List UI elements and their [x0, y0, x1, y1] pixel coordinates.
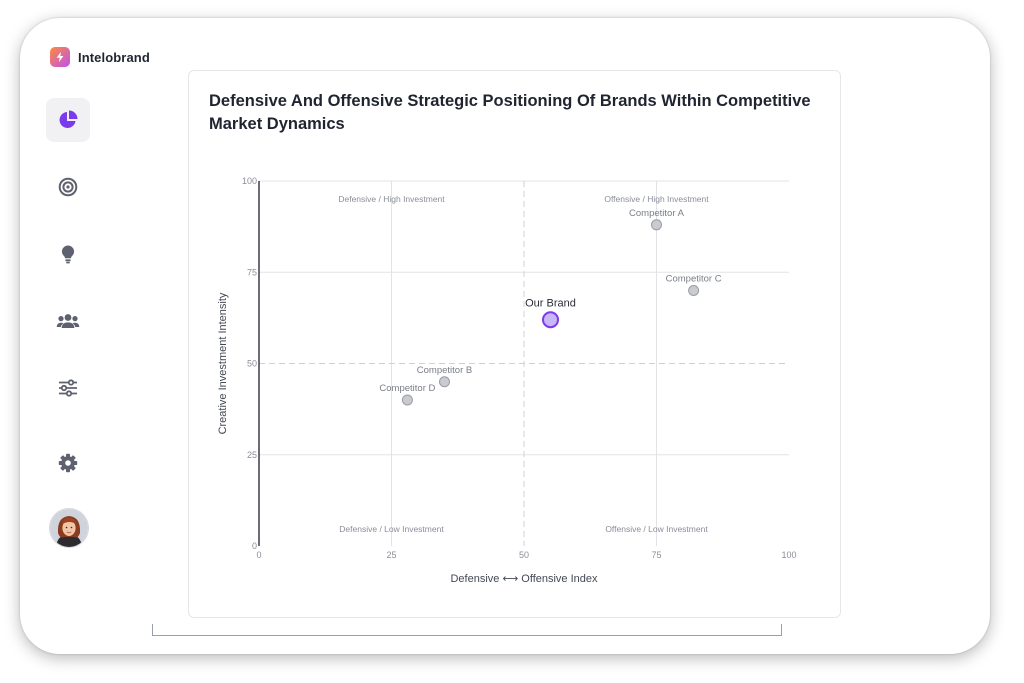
data-point-competitor [688, 285, 700, 296]
nav-item-settings[interactable] [46, 441, 90, 485]
bolt-logo-icon [50, 47, 70, 67]
x-axis-title: Defensive ⟷ Offensive Index [450, 573, 598, 585]
app-window: Intelobrand [20, 18, 990, 654]
point-label-competitor: Competitor C [666, 274, 722, 285]
user-avatar[interactable] [49, 508, 89, 548]
quadrant-label-bottom-left: Defensive / Low Investment [339, 524, 444, 534]
y-axis-title: Creative Investment Intensity [217, 292, 229, 434]
y-tick-label: 25 [247, 450, 257, 460]
nav-item-filters[interactable] [46, 366, 90, 410]
x-tick-label: 75 [651, 550, 661, 560]
scatter-chart: 0 25 50 75 100 0 25 50 75 100 Defensive ⟷ Offensiv… [217, 176, 797, 585]
x-tick-label: 100 [781, 550, 796, 560]
y-tick-label: 0 [252, 541, 257, 551]
chart-title: Defensive And Offensive Strategic Positi… [209, 92, 811, 133]
sliders-icon [59, 379, 77, 397]
data-point-competitor [651, 219, 662, 231]
data-point-competitor [439, 376, 450, 388]
y-tick-label: 75 [247, 267, 257, 277]
data-point-our-brand [542, 311, 559, 329]
point-label-competitor: Competitor B [417, 365, 472, 376]
quadrant-label-bottom-right: Offensive / Low Investment [605, 524, 708, 534]
point-label-competitor: Competitor A [629, 208, 685, 219]
gear-icon [58, 453, 78, 473]
x-tick-label: 0 [256, 550, 261, 560]
avatar-image [50, 509, 88, 547]
bottom-panel-edge [152, 624, 782, 636]
nav-item-dashboard[interactable] [46, 98, 90, 142]
quadrant-label-top-right: Offensive / High Investment [604, 194, 709, 204]
brand[interactable]: Intelobrand [50, 47, 150, 67]
nav-item-ideas[interactable] [46, 232, 90, 276]
quadrant-label-top-left: Defensive / High Investment [338, 194, 445, 204]
data-point-competitor [401, 394, 413, 406]
x-tick-label: 25 [386, 550, 396, 560]
x-tick-label: 50 [519, 550, 529, 560]
point-label-competitor: Competitor D [379, 383, 435, 394]
target-icon [58, 177, 78, 197]
lightbulb-icon [61, 245, 75, 264]
y-tick-label: 50 [247, 359, 257, 369]
chart-card: Defensive And Offensive Strategic Positi… [188, 70, 841, 618]
brand-name: Intelobrand [78, 49, 150, 65]
pie-chart-icon [59, 110, 78, 128]
y-tick-label: 100 [242, 176, 257, 186]
nav-item-audience[interactable] [46, 299, 90, 343]
users-icon [56, 314, 80, 328]
point-label-our-brand: Our Brand [525, 298, 576, 310]
nav-item-goals[interactable] [46, 165, 90, 209]
